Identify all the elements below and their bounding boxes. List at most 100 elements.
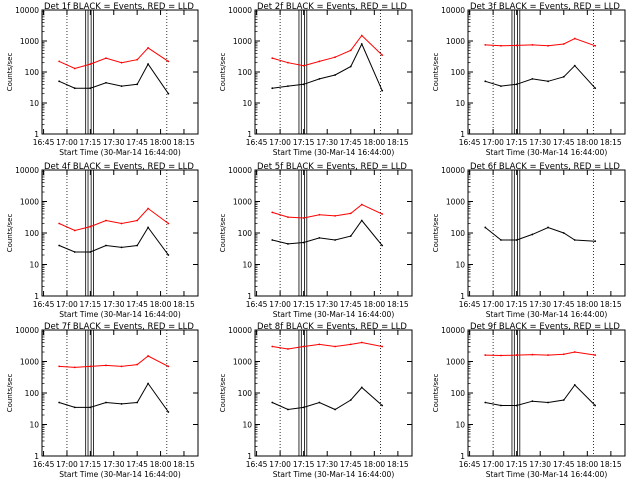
data-point-events (500, 85, 502, 88)
x-tick-label: 18:15 (387, 460, 409, 469)
x-tick-label: 18:15 (173, 460, 195, 469)
data-point-lld (136, 363, 139, 366)
attenuator-interval (298, 329, 302, 457)
x-tick-label: 17:15 (506, 138, 528, 147)
series-line-events (272, 219, 383, 246)
x-tick-label: 18:00 (577, 460, 599, 469)
y-tick-label: 10 (455, 421, 465, 430)
x-axis-label: Start Time (30-Mar-14 16:44:00) (486, 148, 608, 157)
data-point-lld (105, 364, 107, 367)
x-tick-label: 18:00 (364, 138, 386, 147)
x-axis-label: Start Time (30-Mar-14 16:44:00) (59, 148, 181, 157)
data-point-events (515, 404, 518, 407)
x-tick-label: 17:30 (316, 300, 338, 309)
data-point-lld (105, 219, 107, 222)
data-point-events (89, 251, 92, 253)
data-point-lld (547, 44, 549, 47)
data-point-events (484, 80, 487, 83)
data-point-lld (147, 207, 149, 210)
data-point-events (167, 92, 170, 95)
plot-frame (254, 9, 413, 135)
y-tick-label: 10000 (15, 326, 39, 335)
panel-det-5: Det 5f BLACK = Events, RED = LLD 1 10 100 10… (219, 162, 413, 319)
data-point-events (594, 404, 597, 407)
x-tick-label: 16:45 (246, 300, 268, 309)
data-point-events (147, 63, 149, 65)
x-tick-label: 18:00 (150, 460, 172, 469)
data-point-events (89, 406, 92, 409)
y-axis-label: Counts/sec (219, 374, 227, 413)
series-line-lld (272, 341, 383, 350)
series-line-events (59, 382, 169, 413)
data-point-events (147, 226, 149, 229)
data-point-events (562, 399, 565, 401)
y-tick-label: 1 (460, 130, 465, 139)
data-point-lld (120, 222, 123, 225)
y-tick-label: 1000 (446, 198, 465, 207)
x-tick-label: 16:45 (33, 138, 55, 147)
x-tick-label: 17:15 (506, 300, 528, 309)
panel-title: Det 4f BLACK = Events, RED = LLD (44, 162, 194, 172)
x-tick-label: 17:45 (553, 460, 575, 469)
attenuator-interval (85, 9, 89, 135)
x-axis-label: Start Time (30-Mar-14 16:44:00) (486, 470, 608, 479)
series-line-events (272, 386, 383, 411)
plot-frame (467, 329, 626, 457)
y-tick-label: 100 (451, 229, 466, 238)
data-point-lld (271, 345, 274, 348)
y-tick-label: 100 (25, 389, 40, 398)
panel-title: Det 9f BLACK = Events, RED = LLD (470, 322, 620, 332)
data-point-events (547, 401, 549, 404)
attenuator-interval (511, 9, 515, 135)
y-tick-label: 1000 (233, 198, 252, 207)
data-point-events (73, 87, 76, 90)
x-tick-label: 17:00 (482, 460, 504, 469)
data-point-events (573, 64, 576, 67)
data-point-events (136, 83, 139, 86)
data-point-events (515, 83, 518, 86)
data-point-lld (360, 341, 363, 344)
x-tick-label: 17:45 (553, 300, 575, 309)
x-tick-label: 18:00 (577, 300, 599, 309)
y-tick-label: 100 (238, 68, 253, 77)
data-point-lld (136, 58, 139, 61)
data-point-events (334, 239, 336, 241)
y-axis-label: Counts/sec (6, 374, 14, 413)
x-tick-label: 17:45 (340, 138, 362, 147)
data-point-events (381, 404, 384, 407)
attenuator-interval (511, 329, 515, 457)
x-tick-label: 16:45 (33, 460, 55, 469)
data-point-events (271, 401, 274, 404)
y-tick-label: 100 (238, 229, 253, 238)
x-tick-label: 18:15 (600, 300, 622, 309)
data-point-events (515, 239, 518, 241)
attenuator-interval (90, 9, 94, 135)
data-point-lld (562, 353, 565, 356)
series-line-events (485, 64, 596, 89)
y-tick-label: 1 (460, 452, 465, 461)
series-line-lld (59, 355, 169, 368)
series-line-lld (272, 204, 383, 219)
y-tick-label: 1 (460, 292, 465, 301)
x-tick-label: 17:00 (56, 138, 78, 147)
data-point-events (594, 87, 597, 90)
y-tick-label: 10 (29, 261, 39, 270)
data-point-events (334, 74, 336, 76)
panel-title: Det 5f BLACK = Events, RED = LLD (257, 162, 407, 172)
x-tick-label: 17:00 (269, 460, 291, 469)
data-point-events (147, 382, 149, 385)
x-tick-label: 18:00 (364, 460, 386, 469)
panel-title: Det 8f BLACK = Events, RED = LLD (257, 322, 407, 332)
x-tick-label: 16:45 (246, 138, 268, 147)
data-point-events (349, 235, 352, 237)
y-axis-label: Counts/sec (432, 53, 440, 92)
y-tick-label: 1000 (233, 358, 252, 367)
panel-title: Det 2f BLACK = Events, RED = LLD (257, 2, 407, 12)
y-axis-label: Counts/sec (6, 214, 14, 253)
x-tick-label: 16:45 (33, 300, 55, 309)
y-tick-label: 10 (242, 261, 252, 270)
data-point-lld (167, 365, 170, 368)
data-point-lld (594, 44, 597, 47)
panel-det-9: Det 9f BLACK = Events, RED = LLD 1 10 100 10… (432, 322, 626, 479)
